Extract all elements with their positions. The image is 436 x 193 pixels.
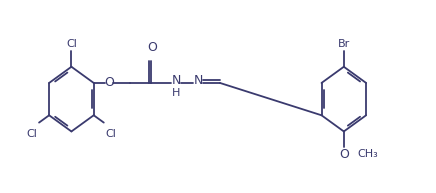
Text: N: N xyxy=(172,74,181,87)
Text: CH₃: CH₃ xyxy=(357,149,378,159)
Text: H: H xyxy=(172,88,181,98)
Text: Br: Br xyxy=(338,39,350,49)
Text: O: O xyxy=(104,76,114,89)
Text: N: N xyxy=(194,74,203,87)
Text: Cl: Cl xyxy=(66,39,77,49)
Text: Cl: Cl xyxy=(106,129,117,139)
Text: O: O xyxy=(340,148,350,161)
Text: O: O xyxy=(148,41,158,54)
Text: Cl: Cl xyxy=(26,129,37,139)
